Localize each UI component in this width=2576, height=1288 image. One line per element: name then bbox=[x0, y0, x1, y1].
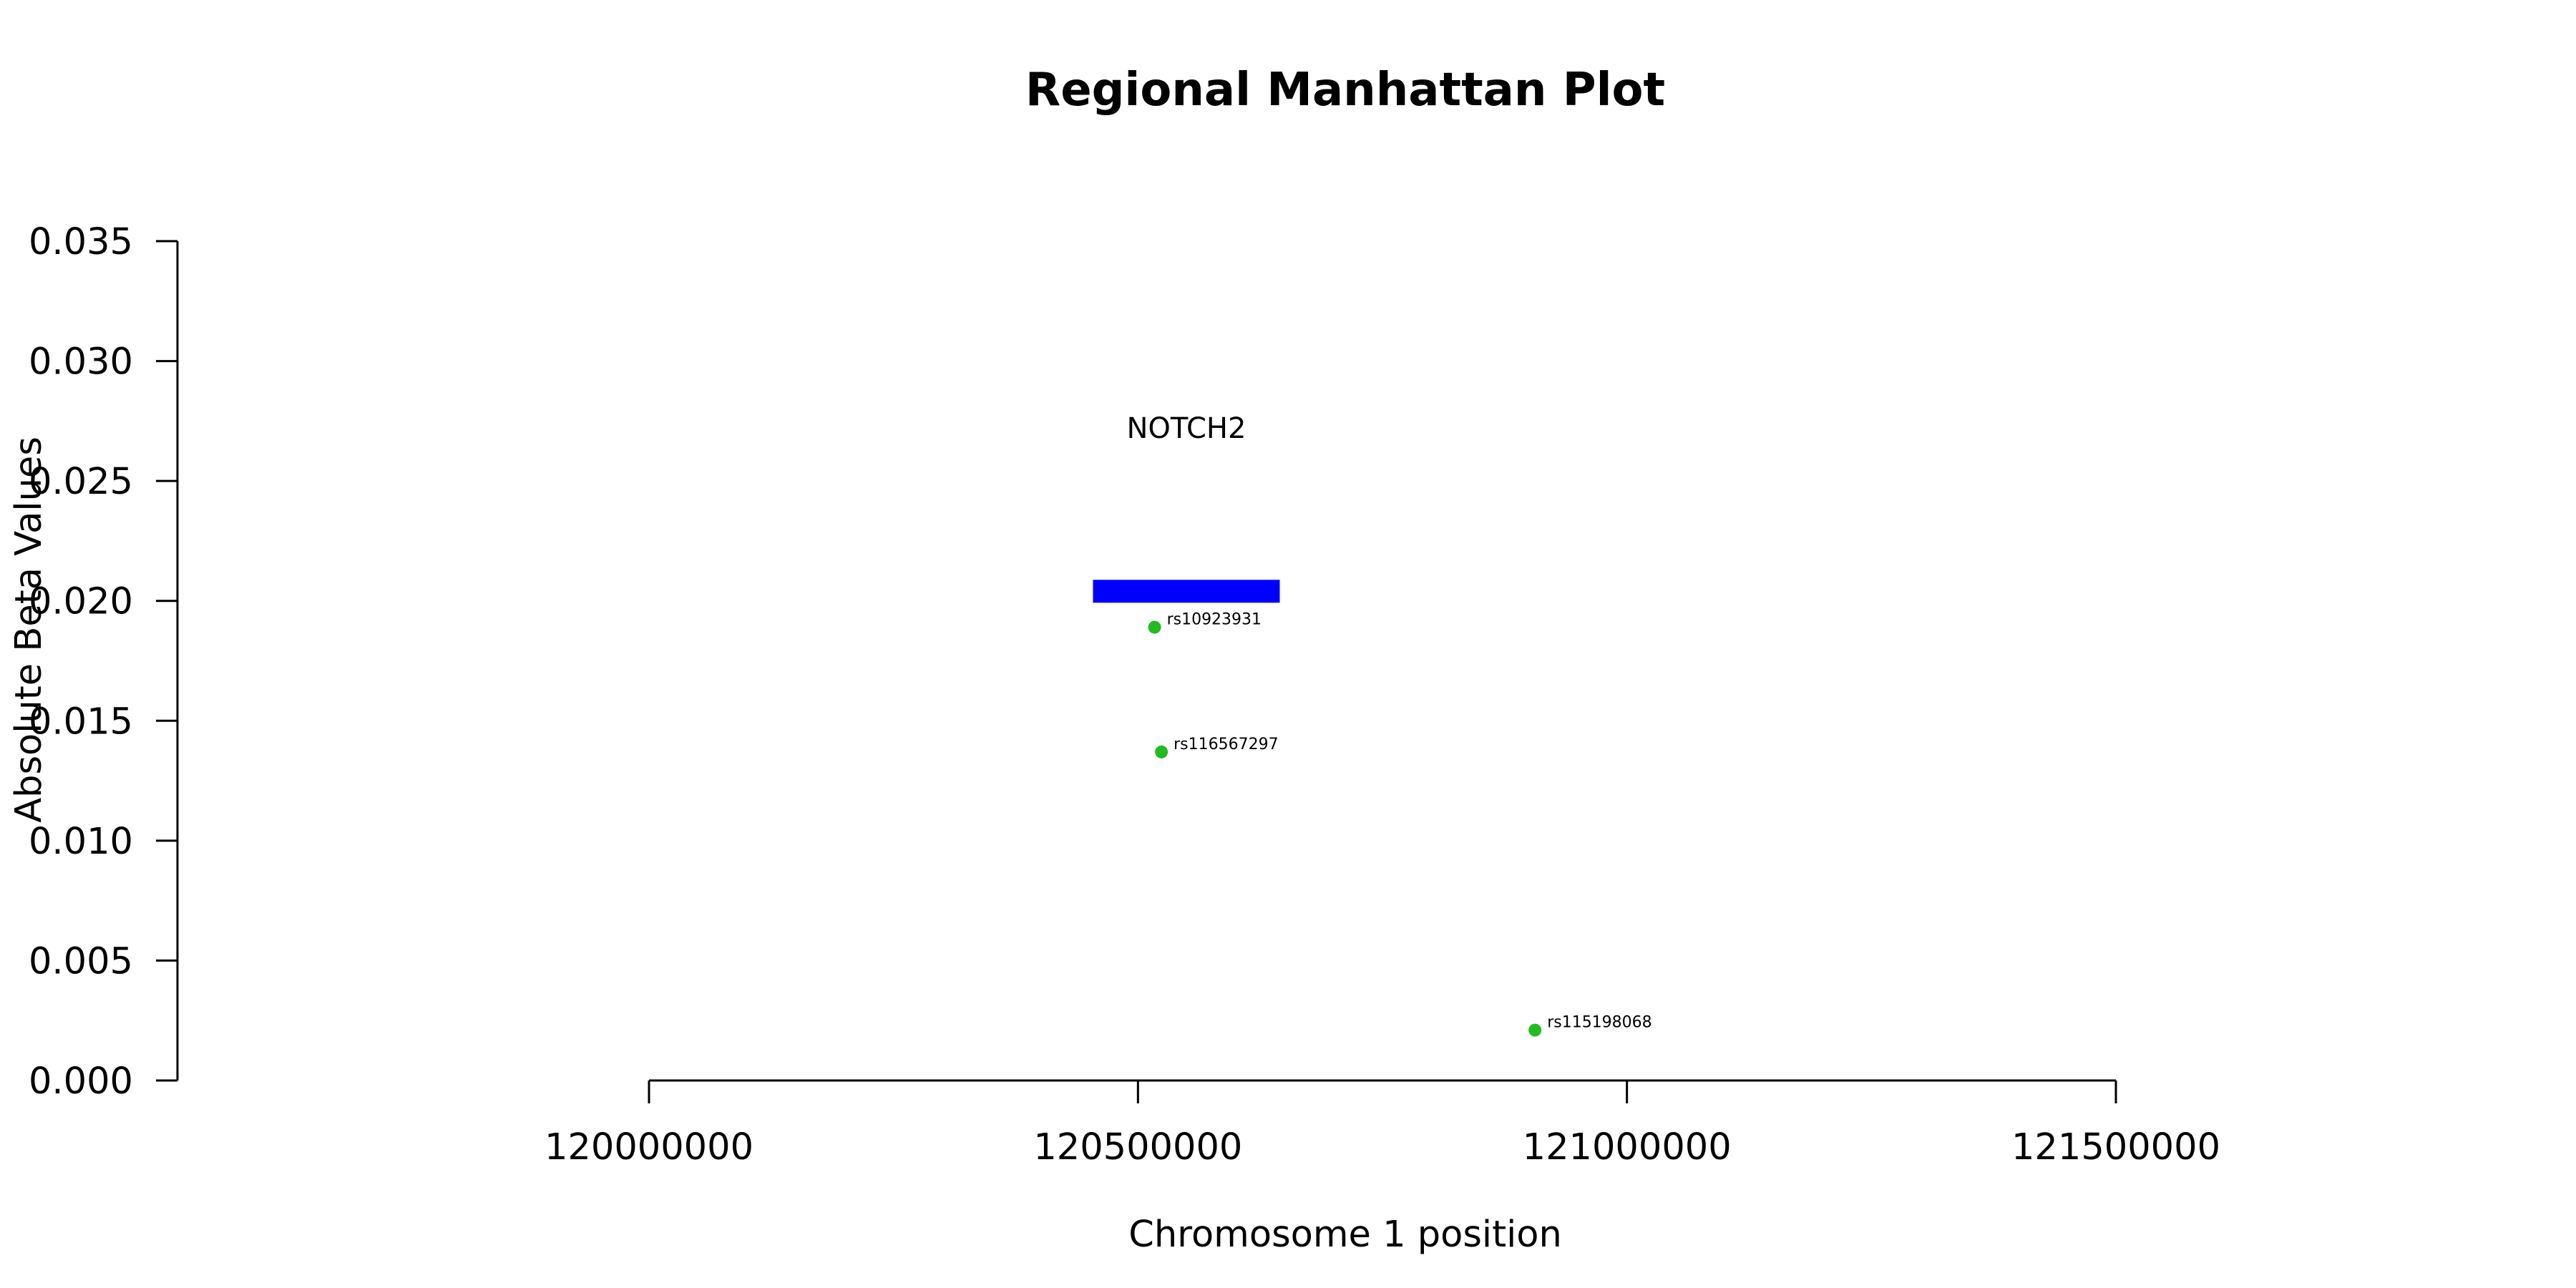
chart-title: Regional Manhattan Plot bbox=[1025, 64, 1665, 117]
gene-bar bbox=[1093, 580, 1280, 603]
y-tick-label: 0.005 bbox=[29, 940, 133, 982]
x-tick-label: 121000000 bbox=[1523, 1126, 1732, 1169]
y-tick-label: 0.015 bbox=[29, 701, 133, 743]
snp-point bbox=[1148, 620, 1161, 634]
x-tick-label: 120500000 bbox=[1033, 1126, 1242, 1169]
snp-point bbox=[1528, 1023, 1542, 1037]
gene-label: NOTCH2 bbox=[1127, 412, 1246, 445]
snp-point bbox=[1155, 745, 1169, 758]
y-tick-label: 0.030 bbox=[29, 341, 133, 384]
snp-label: rs10923931 bbox=[1167, 611, 1262, 629]
x-tick-label: 120000000 bbox=[545, 1126, 753, 1169]
x-axis: 120000000 120500000 121000000 121500000 bbox=[545, 1079, 2220, 1169]
x-axis-label: Chromosome 1 position bbox=[1128, 1214, 1562, 1256]
snp-label: rs116567297 bbox=[1174, 736, 1278, 753]
y-tick-label: 0.035 bbox=[29, 221, 133, 263]
y-axis: 0.000 0.005 0.010 0.015 0.020 0.025 0.030 0.035 bbox=[29, 221, 179, 1103]
y-tick-label: 0.020 bbox=[29, 581, 133, 623]
gene-track: NOTCH2 bbox=[1093, 412, 1280, 603]
y-tick-label: 0.025 bbox=[29, 461, 133, 503]
snp-points: rs10923931 rs116567297 rs115198068 bbox=[1148, 611, 1652, 1037]
snp-label: rs115198068 bbox=[1547, 1014, 1652, 1032]
x-tick-label: 121500000 bbox=[2011, 1126, 2220, 1169]
y-tick-label: 0.010 bbox=[29, 821, 133, 863]
y-axis-label: Absolute Beta Values bbox=[8, 436, 50, 823]
y-tick-label: 0.000 bbox=[29, 1060, 133, 1103]
